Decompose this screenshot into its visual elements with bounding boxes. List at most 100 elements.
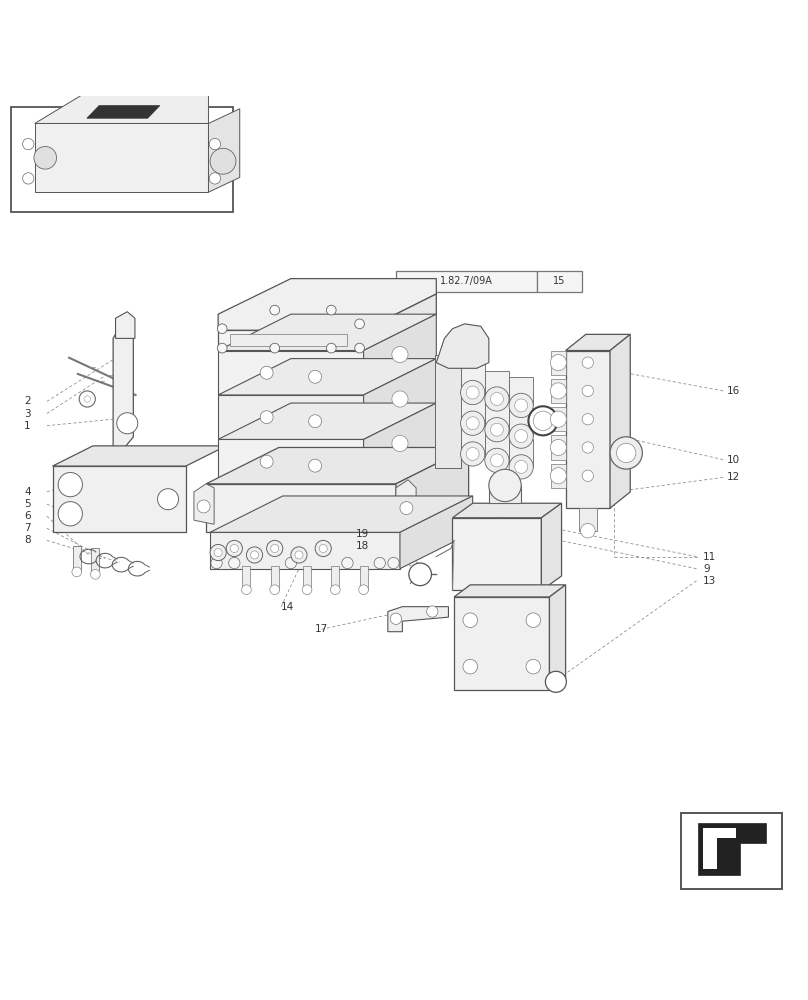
Circle shape	[242, 585, 251, 595]
Circle shape	[526, 613, 541, 627]
Circle shape	[291, 547, 307, 563]
Circle shape	[229, 557, 240, 569]
Polygon shape	[452, 503, 562, 518]
Circle shape	[72, 567, 82, 577]
Polygon shape	[218, 279, 436, 330]
Circle shape	[550, 439, 566, 456]
Circle shape	[392, 435, 408, 452]
Polygon shape	[87, 106, 160, 118]
Text: 1: 1	[24, 421, 31, 431]
Circle shape	[582, 385, 593, 397]
Polygon shape	[610, 334, 630, 508]
Circle shape	[302, 585, 312, 595]
Circle shape	[217, 324, 227, 334]
Polygon shape	[551, 407, 566, 431]
Circle shape	[23, 138, 34, 150]
Circle shape	[214, 548, 222, 557]
Polygon shape	[218, 439, 364, 484]
Circle shape	[209, 173, 221, 184]
Circle shape	[485, 387, 509, 411]
Polygon shape	[551, 435, 566, 460]
Bar	[681, 813, 782, 889]
Circle shape	[197, 500, 210, 513]
Text: 12: 12	[727, 472, 740, 482]
Circle shape	[466, 447, 479, 460]
Polygon shape	[454, 585, 566, 597]
Circle shape	[533, 411, 553, 431]
Circle shape	[515, 399, 528, 412]
Polygon shape	[218, 314, 436, 351]
Circle shape	[515, 460, 528, 473]
Circle shape	[550, 383, 566, 399]
Circle shape	[400, 502, 413, 515]
Circle shape	[490, 454, 503, 467]
Polygon shape	[509, 439, 533, 467]
Circle shape	[582, 470, 593, 481]
Circle shape	[246, 547, 263, 563]
Polygon shape	[551, 351, 566, 375]
Circle shape	[117, 413, 137, 434]
Bar	[242, 566, 250, 590]
Polygon shape	[485, 432, 509, 460]
Bar	[11, 107, 233, 212]
Circle shape	[226, 540, 242, 557]
Circle shape	[374, 557, 385, 569]
Circle shape	[463, 659, 478, 674]
Text: 9: 9	[703, 564, 709, 574]
Circle shape	[209, 138, 221, 150]
Circle shape	[509, 424, 533, 448]
Polygon shape	[206, 484, 396, 532]
Circle shape	[58, 502, 82, 526]
Polygon shape	[549, 585, 566, 690]
Polygon shape	[210, 532, 400, 569]
Text: 19: 19	[356, 529, 368, 539]
Circle shape	[90, 569, 100, 579]
Circle shape	[342, 557, 353, 569]
Polygon shape	[364, 359, 436, 439]
Polygon shape	[509, 377, 533, 405]
Circle shape	[466, 417, 479, 430]
Polygon shape	[697, 823, 766, 875]
Circle shape	[315, 540, 331, 557]
Bar	[360, 566, 368, 590]
Circle shape	[390, 613, 402, 624]
Polygon shape	[489, 485, 521, 503]
Polygon shape	[566, 351, 610, 508]
Circle shape	[359, 585, 368, 595]
Circle shape	[463, 613, 478, 627]
Bar	[271, 566, 279, 590]
Text: 16: 16	[727, 386, 740, 396]
Text: 18: 18	[356, 541, 368, 551]
Bar	[230, 334, 347, 346]
Circle shape	[326, 305, 336, 315]
Circle shape	[509, 455, 533, 479]
Circle shape	[309, 415, 322, 428]
Polygon shape	[388, 607, 448, 632]
Circle shape	[461, 442, 485, 466]
Polygon shape	[35, 94, 208, 123]
Circle shape	[509, 393, 533, 418]
Circle shape	[270, 305, 280, 315]
Circle shape	[309, 459, 322, 472]
Circle shape	[526, 659, 541, 674]
Circle shape	[260, 366, 273, 379]
Circle shape	[461, 380, 485, 405]
Circle shape	[84, 396, 90, 402]
Polygon shape	[454, 597, 549, 690]
Circle shape	[217, 343, 227, 353]
Circle shape	[260, 411, 273, 424]
Circle shape	[582, 414, 593, 425]
Circle shape	[490, 393, 503, 405]
Circle shape	[580, 523, 595, 538]
Text: 13: 13	[703, 576, 716, 586]
Circle shape	[260, 455, 273, 468]
Text: 11: 11	[703, 552, 716, 562]
Text: 14: 14	[281, 602, 294, 612]
Circle shape	[270, 585, 280, 595]
Polygon shape	[35, 123, 208, 192]
Circle shape	[392, 346, 408, 363]
Text: 8: 8	[24, 535, 31, 545]
Circle shape	[617, 443, 636, 463]
Polygon shape	[461, 426, 485, 454]
Polygon shape	[206, 447, 469, 484]
